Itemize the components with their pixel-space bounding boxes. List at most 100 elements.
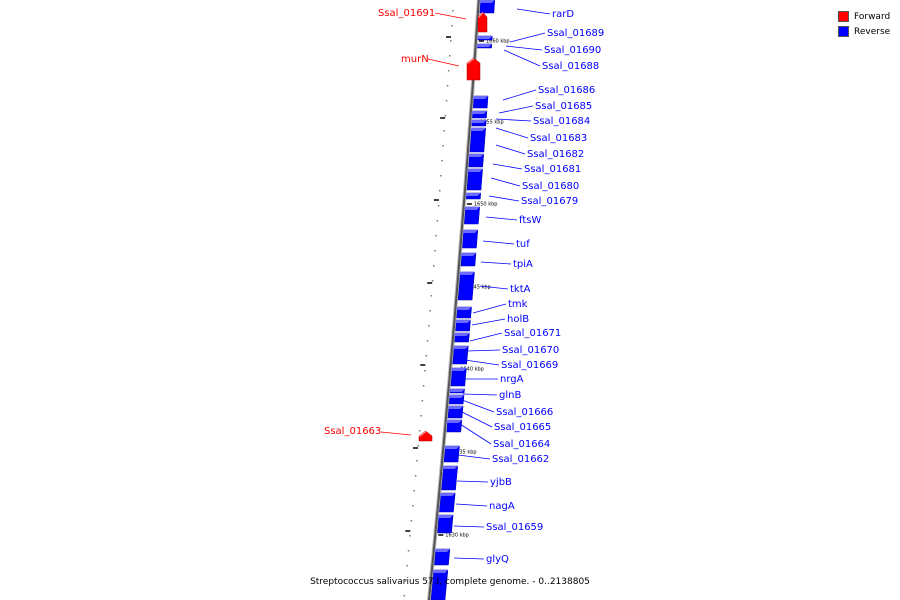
reverse-label-leader bbox=[455, 503, 488, 507]
reverse-label-leader bbox=[462, 393, 498, 396]
reverse-gene-highlight bbox=[472, 96, 488, 99]
reverse-label-leader bbox=[469, 332, 503, 342]
reverse-gene-highlight bbox=[452, 346, 469, 349]
reverse-gene-label[interactable]: nrgA bbox=[500, 374, 524, 385]
reverse-gene-label[interactable]: Ssal_01665 bbox=[494, 422, 551, 433]
forward-gene-label[interactable]: Ssal_01691 bbox=[378, 8, 435, 19]
reverse-label-leader bbox=[492, 163, 523, 170]
reverse-gene-label[interactable]: Ssal_01662 bbox=[492, 454, 549, 465]
reverse-gene-block bbox=[457, 271, 475, 301]
reverse-gene-label[interactable]: glyQ bbox=[486, 554, 509, 565]
reverse-label-leader bbox=[457, 454, 491, 460]
minor-tick bbox=[425, 355, 427, 357]
minor-tick bbox=[422, 385, 425, 387]
reverse-gene-label[interactable]: tktA bbox=[510, 284, 531, 295]
reverse-label-leader bbox=[485, 216, 518, 221]
tick-label: 1660 kbp bbox=[486, 39, 510, 45]
reverse-label-leader bbox=[505, 45, 543, 51]
reverse-gene-label[interactable]: tuf bbox=[516, 239, 530, 250]
reverse-gene-highlight bbox=[443, 446, 460, 449]
reverse-gene-label[interactable]: Ssal_01684 bbox=[533, 116, 590, 127]
minor-tick bbox=[426, 340, 429, 342]
reverse-gene-label[interactable]: tpiA bbox=[513, 259, 533, 270]
reverse-gene-highlight bbox=[463, 207, 480, 210]
minor-tick bbox=[428, 325, 430, 327]
minor-tick bbox=[403, 595, 405, 597]
reverse-gene-highlight bbox=[460, 253, 476, 256]
reverse-gene-highlight bbox=[453, 333, 470, 336]
reverse-gene-label[interactable]: Ssal_01664 bbox=[493, 439, 550, 450]
reverse-gene-highlight bbox=[466, 169, 483, 172]
tick-label: 1655 kbp bbox=[480, 120, 504, 126]
reverse-gene-label[interactable]: Ssal_01659 bbox=[486, 522, 543, 533]
reverse-gene-label[interactable]: Ssal_01688 bbox=[542, 61, 599, 72]
reverse-gene-highlight bbox=[467, 154, 484, 157]
reverse-gene-label[interactable]: Ssal_01666 bbox=[496, 407, 553, 418]
reverse-label-leader bbox=[498, 105, 534, 114]
minor-tick bbox=[444, 115, 447, 117]
reverse-gene-highlight bbox=[450, 368, 467, 371]
reverse-gene-label[interactable]: Ssal_01685 bbox=[535, 101, 592, 112]
reverse-label-leader bbox=[503, 49, 541, 67]
forward-gene-highlight bbox=[419, 431, 427, 437]
minor-tick bbox=[407, 550, 410, 552]
reverse-gene-label[interactable]: nagA bbox=[489, 501, 515, 512]
minor-tick bbox=[406, 565, 408, 567]
reverse-gene-highlight bbox=[455, 307, 472, 310]
legend-reverse-label: Reverse bbox=[854, 26, 891, 37]
reverse-gene-label[interactable]: Ssal_01671 bbox=[504, 328, 561, 339]
reverse-gene-highlight bbox=[445, 420, 462, 423]
reverse-gene-label[interactable]: Ssal_01670 bbox=[502, 345, 559, 356]
minor-tick bbox=[416, 460, 418, 462]
minor-tick bbox=[440, 175, 442, 177]
reverse-gene-label[interactable]: Ssal_01689 bbox=[547, 28, 604, 39]
reverse-gene-highlight bbox=[448, 395, 464, 398]
minor-tick bbox=[436, 220, 439, 222]
minor-tick bbox=[404, 580, 407, 582]
reverse-gene-highlight bbox=[478, 0, 495, 3]
reverse-gene-label[interactable]: glnB bbox=[499, 390, 521, 401]
reverse-gene-block bbox=[469, 127, 486, 153]
reverse-gene-highlight bbox=[475, 44, 492, 47]
reverse-gene-highlight bbox=[441, 466, 458, 469]
reverse-gene-label[interactable]: Ssal_01682 bbox=[527, 149, 584, 160]
reverse-gene-label[interactable]: holB bbox=[507, 314, 529, 325]
reverse-gene-highlight bbox=[470, 120, 487, 123]
forward-gene-label[interactable]: Ssal_01663 bbox=[324, 426, 381, 437]
minor-tick bbox=[435, 235, 437, 237]
tick-label: 1630 kbp bbox=[445, 533, 469, 539]
reverse-label-leader bbox=[495, 144, 526, 155]
minor-tick bbox=[414, 475, 417, 477]
reverse-gene-highlight bbox=[448, 389, 465, 392]
legend-reverse: Reverse bbox=[838, 24, 898, 39]
minor-tick bbox=[441, 160, 443, 162]
reverse-gene-label[interactable]: Ssal_01690 bbox=[544, 45, 601, 56]
reverse-gene-label[interactable]: yjbB bbox=[490, 477, 512, 488]
genome-backbone bbox=[427, 0, 480, 600]
reverse-gene-highlight bbox=[454, 320, 471, 323]
minor-tick bbox=[431, 280, 434, 282]
reverse-gene-label[interactable]: Ssal_01669 bbox=[501, 360, 558, 371]
minor-tick bbox=[412, 505, 414, 507]
minor-tick bbox=[409, 535, 411, 537]
reverse-gene-label[interactable]: Ssal_01679 bbox=[521, 196, 578, 207]
reverse-gene-label[interactable]: tmk bbox=[508, 299, 528, 310]
tick-label: 1635 kbp bbox=[453, 450, 477, 456]
reverse-gene-label[interactable]: Ssal_01686 bbox=[538, 85, 595, 96]
reverse-label-leader bbox=[453, 525, 485, 528]
forward-gene-highlight bbox=[478, 12, 484, 18]
tick-label: 1650 kbp bbox=[474, 202, 498, 208]
reverse-gene-label[interactable]: Ssal_01680 bbox=[522, 181, 579, 192]
forward-swatch bbox=[838, 11, 849, 22]
reverse-gene-label[interactable]: rarD bbox=[552, 9, 574, 20]
minor-tick bbox=[442, 145, 444, 147]
reverse-gene-highlight bbox=[464, 193, 481, 196]
reverse-gene-label[interactable]: ftsW bbox=[519, 215, 541, 226]
forward-gene-label[interactable]: murN bbox=[401, 54, 429, 65]
minor-tick bbox=[410, 520, 413, 522]
reverse-gene-label[interactable]: Ssal_01683 bbox=[530, 133, 587, 144]
reverse-label-leader bbox=[461, 399, 495, 413]
minor-tick bbox=[434, 250, 436, 252]
reverse-gene-label[interactable]: Ssal_01681 bbox=[524, 164, 581, 175]
